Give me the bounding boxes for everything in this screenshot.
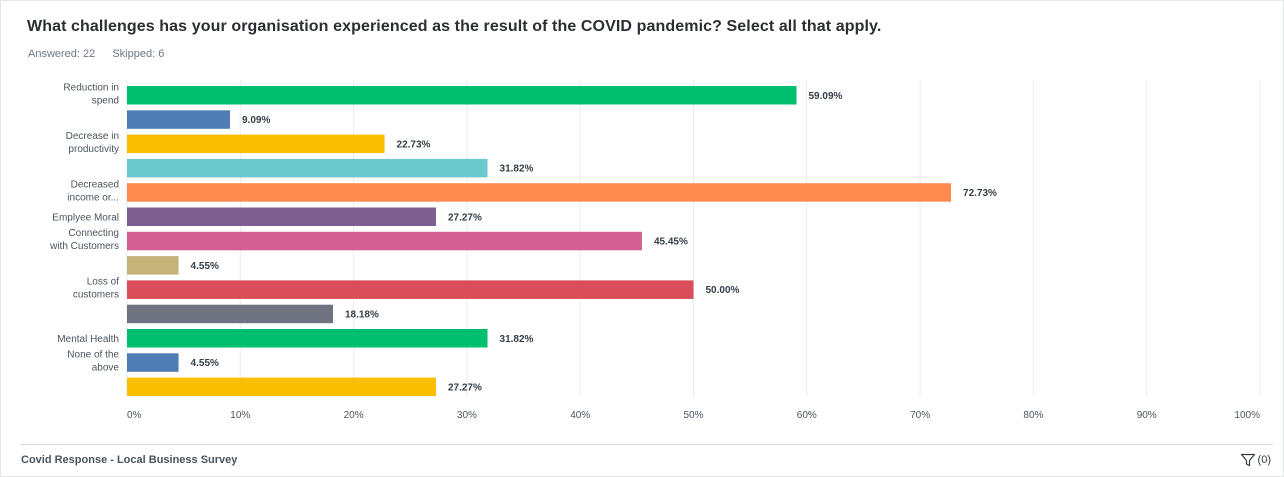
- category-label: Loss of customers: [73, 277, 119, 301]
- bar-value-label: 4.55%: [191, 358, 219, 369]
- filter-count: (0): [1257, 454, 1271, 466]
- bar: [127, 256, 179, 275]
- bar: [127, 304, 333, 324]
- bar: [127, 158, 488, 178]
- bar-value-label: 72.73%: [963, 188, 997, 199]
- x-tick-label: 40%: [570, 410, 590, 421]
- bar-value-label: 27.27%: [448, 212, 482, 223]
- x-tick-label: 100%: [1234, 410, 1260, 421]
- category-label: Reduction in spend: [63, 82, 119, 106]
- bar-value-label: 22.73%: [397, 139, 431, 150]
- x-tick-label: 70%: [910, 410, 930, 421]
- response-stats: Answered: 22 Skipped: 6: [28, 48, 178, 60]
- bar-value-label: 18.18%: [345, 309, 379, 320]
- category-label: Connecting with Customers: [49, 228, 119, 252]
- bar-value-label: 27.27%: [448, 382, 482, 393]
- filter-icon: [1240, 453, 1256, 467]
- bar-value-label: 50.00%: [706, 285, 740, 296]
- bar: [127, 353, 179, 372]
- bar-value-label: 31.82%: [500, 164, 534, 175]
- bar-value-label: 9.09%: [242, 115, 270, 126]
- x-tick-label: 20%: [344, 410, 364, 421]
- bar: [127, 110, 230, 129]
- bar-value-label: 4.55%: [191, 261, 219, 272]
- footer-divider: [20, 444, 1273, 445]
- x-tick-label: 90%: [1137, 410, 1157, 421]
- bar-value-label: 31.82%: [500, 334, 534, 345]
- category-label: Emplyee Moral: [52, 212, 119, 223]
- question-title: What challenges has your organisation ex…: [27, 18, 882, 35]
- x-tick-label: 0%: [127, 410, 142, 421]
- x-tick-label: 10%: [230, 410, 250, 421]
- bar-value-label: 45.45%: [654, 237, 688, 248]
- category-label: Decreased income or...: [67, 179, 119, 203]
- bar: [127, 329, 488, 348]
- bar: [127, 207, 436, 226]
- bar: [127, 280, 694, 299]
- filter-button[interactable]: (0): [1240, 453, 1271, 467]
- answered-count: Answered: 22: [28, 48, 96, 60]
- category-label: None of the above: [67, 350, 119, 374]
- x-tick-label: 60%: [797, 410, 817, 421]
- bar: [127, 86, 797, 105]
- category-label: Decrease in productivity: [66, 131, 119, 155]
- bar-value-label: 59.09%: [808, 91, 842, 102]
- bar: [127, 231, 642, 251]
- x-tick-label: 80%: [1023, 410, 1043, 421]
- bar: [127, 377, 436, 397]
- survey-name: Covid Response - Local Business Survey: [21, 454, 238, 466]
- bar: [127, 134, 385, 154]
- x-tick-label: 50%: [683, 410, 703, 421]
- x-tick-label: 30%: [457, 410, 477, 421]
- category-label: Mental Health: [57, 334, 119, 345]
- bar: [127, 183, 952, 202]
- skipped-count: Skipped: 6: [112, 48, 165, 60]
- bar-chart: 0% 10% 20% 30% 40% 50% 60% 70% 80% 90% 100% 59.09% R…: [49, 80, 1261, 421]
